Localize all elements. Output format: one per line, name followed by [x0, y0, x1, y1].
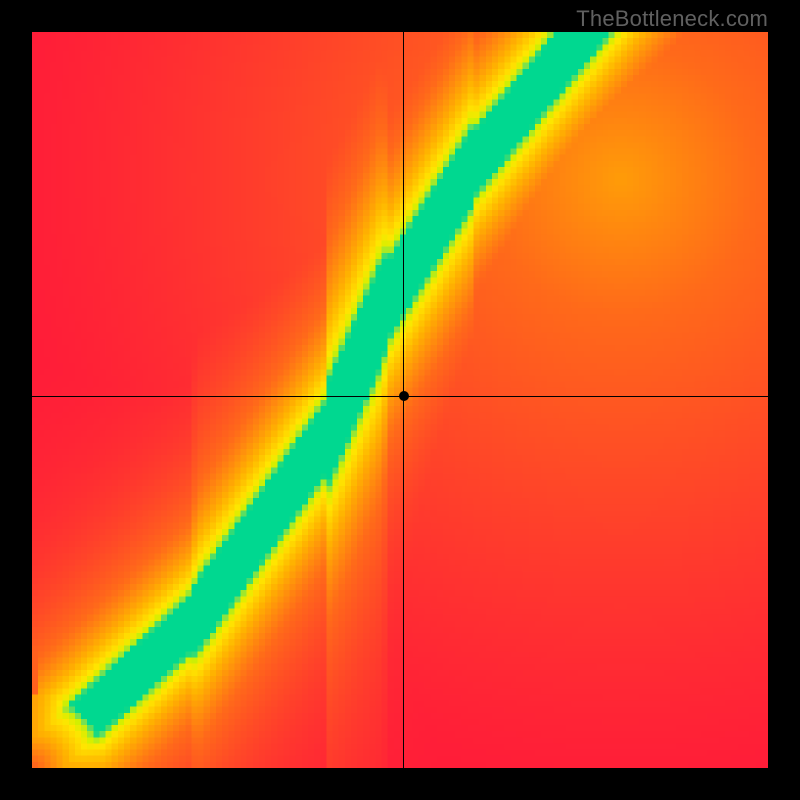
marker-dot — [399, 391, 409, 401]
heatmap-plot-area — [32, 32, 768, 768]
chart-frame: TheBottleneck.com — [0, 0, 800, 800]
watermark-text: TheBottleneck.com — [576, 6, 768, 32]
